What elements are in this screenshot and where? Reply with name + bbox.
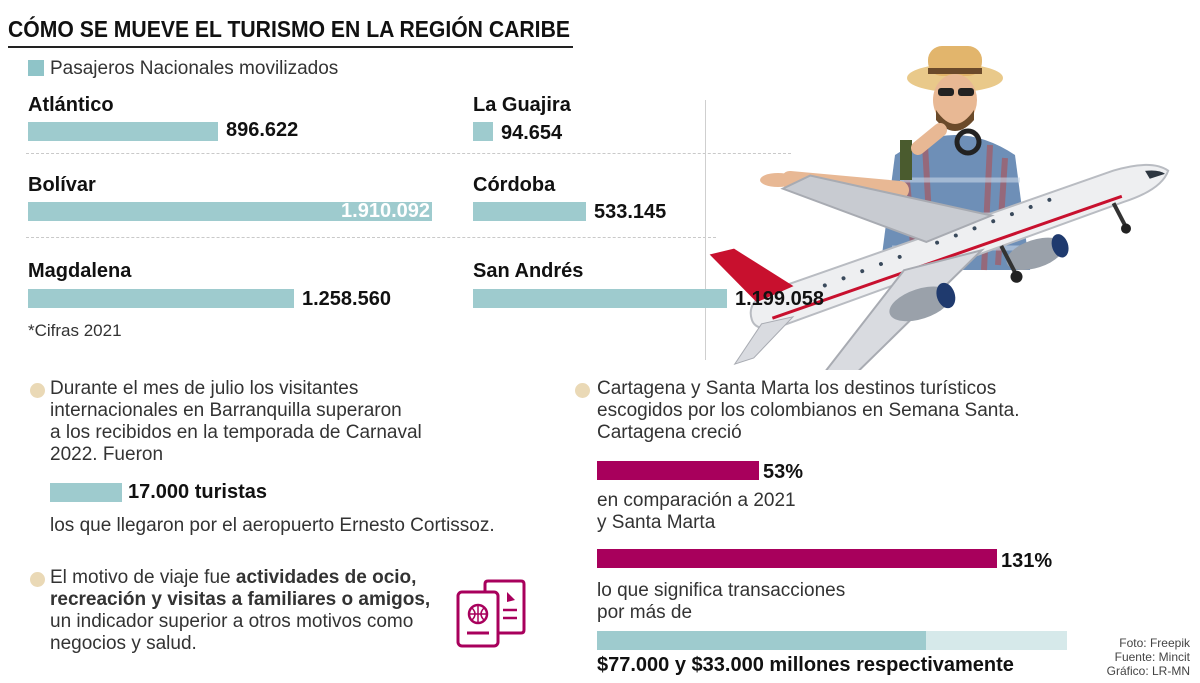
transactions-text: lo que significa transacciones por más d… — [597, 580, 845, 624]
bullet-dot — [30, 572, 45, 587]
airplane — [709, 163, 1170, 370]
transactions-value: $77.000 y $33.000 millones respectivamen… — [597, 654, 1014, 676]
tourists-count: 17.000 turistas — [128, 481, 267, 503]
text-line: El motivo de viaje fue actividades de oc… — [50, 567, 430, 589]
bar-san-andres — [473, 289, 727, 308]
text-line: un indicador superior a otros motivos co… — [50, 611, 414, 632]
comparison-text: en comparación a 2021 y Santa Marta — [597, 490, 796, 534]
region-label-san-andres: San Andrés — [473, 260, 584, 282]
text-line: recreación y visitas a familiares o amig… — [50, 589, 430, 611]
bar-cordoba — [473, 202, 586, 221]
value-cordoba: 533.145 — [594, 201, 667, 223]
transactions-bar-cartagena — [597, 631, 926, 650]
title-underline — [8, 46, 573, 48]
legend-swatch — [28, 60, 44, 76]
text-line: por más de — [597, 602, 693, 623]
growth-bar-cartagena — [597, 461, 759, 480]
tourist-airplane-illustration — [709, 46, 1170, 370]
bullet-dot — [30, 383, 45, 398]
credits: Foto: Freepik Fuente: Mincit Gráfico: LR… — [1080, 636, 1190, 678]
growth-value-santa-marta: 131% — [1001, 550, 1053, 572]
value-bolivar: 1.910.092 — [341, 200, 430, 222]
legend-label: Pasajeros Nacionales movilizados — [50, 58, 339, 79]
credit-photo: Foto: Freepik — [1119, 636, 1190, 650]
region-label-cordoba: Córdoba — [473, 174, 556, 196]
text-bold: recreación y visitas a familiares o amig… — [50, 589, 431, 610]
credit-graphic: Gráfico: LR-MN — [1106, 664, 1190, 678]
text-line: Durante el mes de julio los visitantes — [50, 378, 359, 399]
text-line: Cartagena y Santa Marta los destinos tur… — [597, 378, 997, 399]
text-line: a los recibidos en la temporada de Carna… — [50, 422, 422, 443]
text-line: Cartagena creció — [597, 422, 742, 443]
column-divider — [705, 100, 706, 360]
region-label-atlantico: Atlántico — [28, 94, 114, 116]
growth-value-cartagena: 53% — [763, 461, 804, 483]
destinos-text: Cartagena y Santa Marta los destinos tur… — [597, 378, 1019, 444]
divider — [26, 237, 716, 238]
value-atlantico: 896.622 — [226, 119, 299, 141]
credit-source: Fuente: Mincit — [1114, 650, 1190, 664]
text-line: negocios y salud. — [50, 633, 197, 654]
bullet-dot — [575, 383, 590, 398]
value-san-andres: 1.199.058 — [735, 288, 824, 310]
airport-text: los que llegaron por el aeropuerto Ernes… — [50, 515, 495, 536]
text-normal: El motivo de viaje fue — [50, 567, 236, 588]
barranquilla-text: Durante el mes de julio los visitantes i… — [50, 378, 422, 466]
legend: Pasajeros Nacionales movilizados — [28, 58, 338, 80]
text-line: escogidos por los colombianos en Semana … — [597, 400, 1020, 421]
text-line: y Santa Marta — [597, 512, 716, 533]
growth-bar-santa-marta — [597, 549, 997, 568]
bar-la-guajira — [473, 122, 493, 141]
region-label-bolivar: Bolívar — [28, 174, 96, 196]
bar-bolivar — [28, 202, 432, 221]
motivo-text: El motivo de viaje fue actividades de oc… — [50, 567, 430, 655]
tourists-bar — [50, 483, 122, 502]
text-line: lo que significa transacciones — [597, 580, 846, 601]
value-magdalena: 1.258.560 — [302, 288, 391, 310]
bar-atlantico — [28, 122, 218, 141]
value-la-guajira: 94.654 — [501, 122, 563, 144]
page-title: CÓMO SE MUEVE EL TURISMO EN LA REGIÓN CA… — [8, 16, 570, 42]
region-label-magdalena: Magdalena — [28, 260, 132, 282]
divider — [26, 153, 791, 154]
text-line: en comparación a 2021 — [597, 490, 796, 511]
passport-ticket-icon — [456, 579, 526, 648]
text-line: 2022. Fueron — [50, 444, 164, 465]
region-label-la-guajira: La Guajira — [473, 94, 571, 116]
text-bold: actividades de ocio, — [235, 567, 417, 588]
footnote-figures: *Cifras 2021 — [28, 321, 122, 340]
bar-magdalena — [28, 289, 294, 308]
text-line: internacionales en Barranquilla superaro… — [50, 400, 402, 421]
